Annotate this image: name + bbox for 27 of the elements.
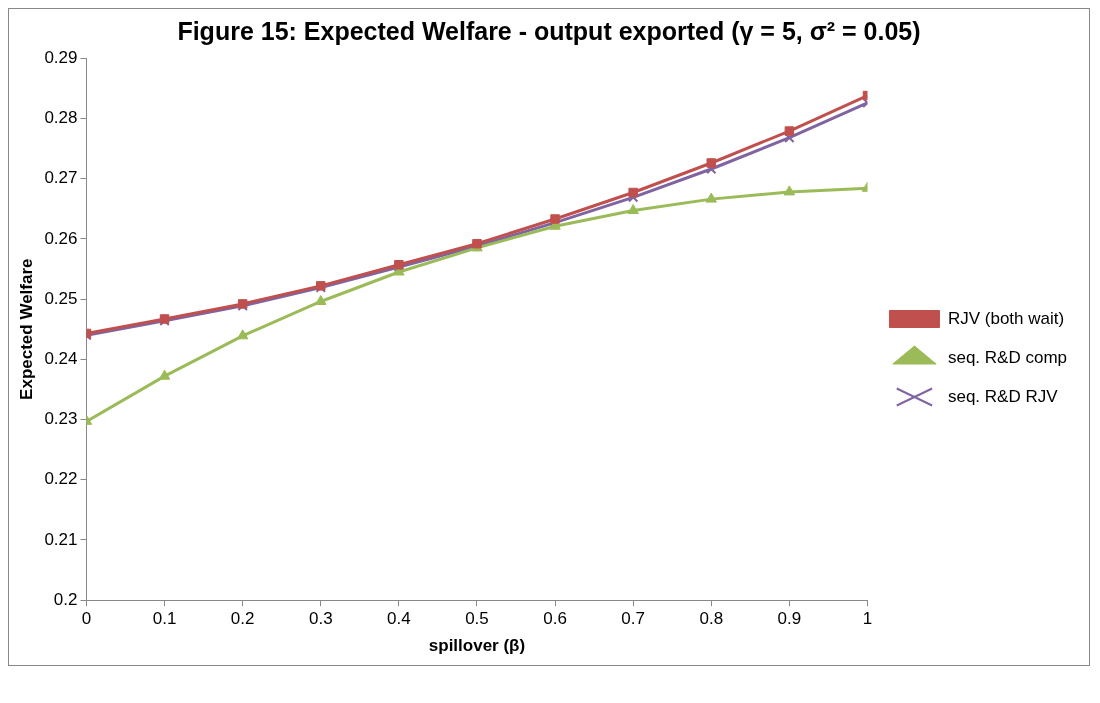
- x-axis-title: spillover (β): [428, 636, 526, 656]
- x-tick-label: 0.4: [387, 609, 411, 629]
- x-tick-label: 1: [862, 609, 873, 629]
- x-tick-label: 0.3: [308, 609, 333, 629]
- y-tick-label: 0.26: [44, 228, 78, 248]
- y-tick-label: 0.28: [44, 108, 78, 128]
- y-tick-label: 0.21: [44, 529, 78, 549]
- x-tick-label: 0.5: [465, 609, 489, 629]
- x-tick-label: 0: [81, 609, 92, 629]
- y-tick-label: 0.23: [44, 409, 78, 429]
- y-tick-label: 0.2: [53, 589, 78, 609]
- legend-label: seq. R&D comp: [947, 347, 1068, 367]
- x-tick-label: 0.6: [543, 609, 567, 629]
- x-tick-label: 0.9: [777, 609, 802, 629]
- legend-label: seq. R&D RJV: [947, 386, 1059, 406]
- x-tick-label: 0.8: [699, 609, 724, 629]
- legend-label: RJV (both wait): [947, 308, 1065, 328]
- y-tick-label: 0.25: [44, 288, 78, 308]
- x-tick-label: 0.7: [621, 609, 645, 629]
- y-tick-label: 0.27: [44, 168, 78, 188]
- y-axis-title: Expected Welfare: [16, 258, 36, 400]
- chart-title: Figure 15: Expected Welfare - output exported (γ = 5, σ² = 0.05): [176, 17, 922, 45]
- y-tick-label: 0.24: [44, 349, 78, 368]
- y-tick-label: 0.29: [44, 47, 78, 67]
- x-tick-label: 0.2: [230, 609, 255, 629]
- y-tick-label: 0.22: [44, 469, 78, 489]
- x-tick-label: 0.1: [152, 609, 177, 629]
